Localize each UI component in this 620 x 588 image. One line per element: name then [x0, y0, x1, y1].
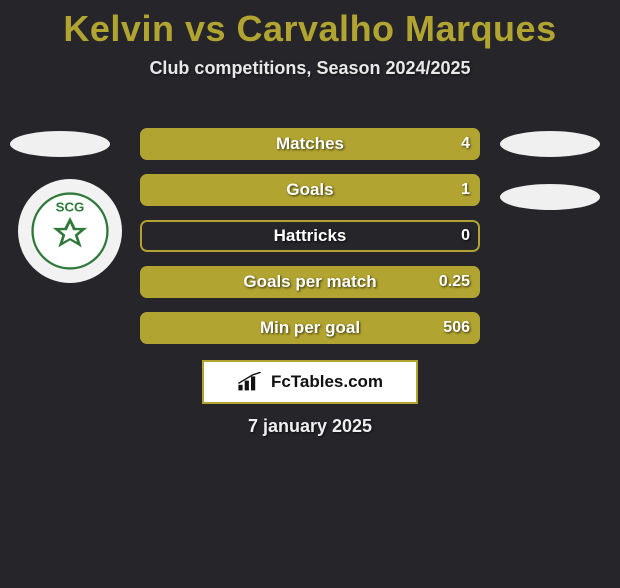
- stat-label: Hattricks: [140, 220, 480, 252]
- stat-value: 4: [461, 128, 470, 160]
- stat-value: 506: [443, 312, 470, 344]
- stat-value: 0.25: [439, 266, 470, 298]
- club-badge: SCG: [18, 179, 122, 283]
- stat-label: Goals per match: [140, 266, 480, 298]
- stat-row: Goals per match0.25: [140, 266, 480, 298]
- player-right-placeholder-1: [500, 131, 600, 157]
- credit-text: FcTables.com: [271, 372, 383, 392]
- stat-row: Min per goal506: [140, 312, 480, 344]
- subtitle: Club competitions, Season 2024/2025: [0, 58, 620, 79]
- stat-row: Goals1: [140, 174, 480, 206]
- stat-row: Matches4: [140, 128, 480, 160]
- player-right-placeholder-2: [500, 184, 600, 210]
- stat-label: Goals: [140, 174, 480, 206]
- stat-label: Min per goal: [140, 312, 480, 344]
- credit-box: FcTables.com: [202, 360, 418, 404]
- stat-value: 1: [461, 174, 470, 206]
- player-left-placeholder: [10, 131, 110, 157]
- stat-value: 0: [461, 220, 470, 252]
- chart-icon: [237, 372, 265, 392]
- club-badge-icon: SCG: [31, 192, 109, 270]
- page-title: Kelvin vs Carvalho Marques: [0, 8, 620, 50]
- stat-rows: Matches4Goals1Hattricks0Goals per match0…: [140, 128, 480, 358]
- stat-row: Hattricks0: [140, 220, 480, 252]
- date-line: 7 january 2025: [0, 416, 620, 437]
- stat-label: Matches: [140, 128, 480, 160]
- club-badge-text: SCG: [56, 200, 85, 215]
